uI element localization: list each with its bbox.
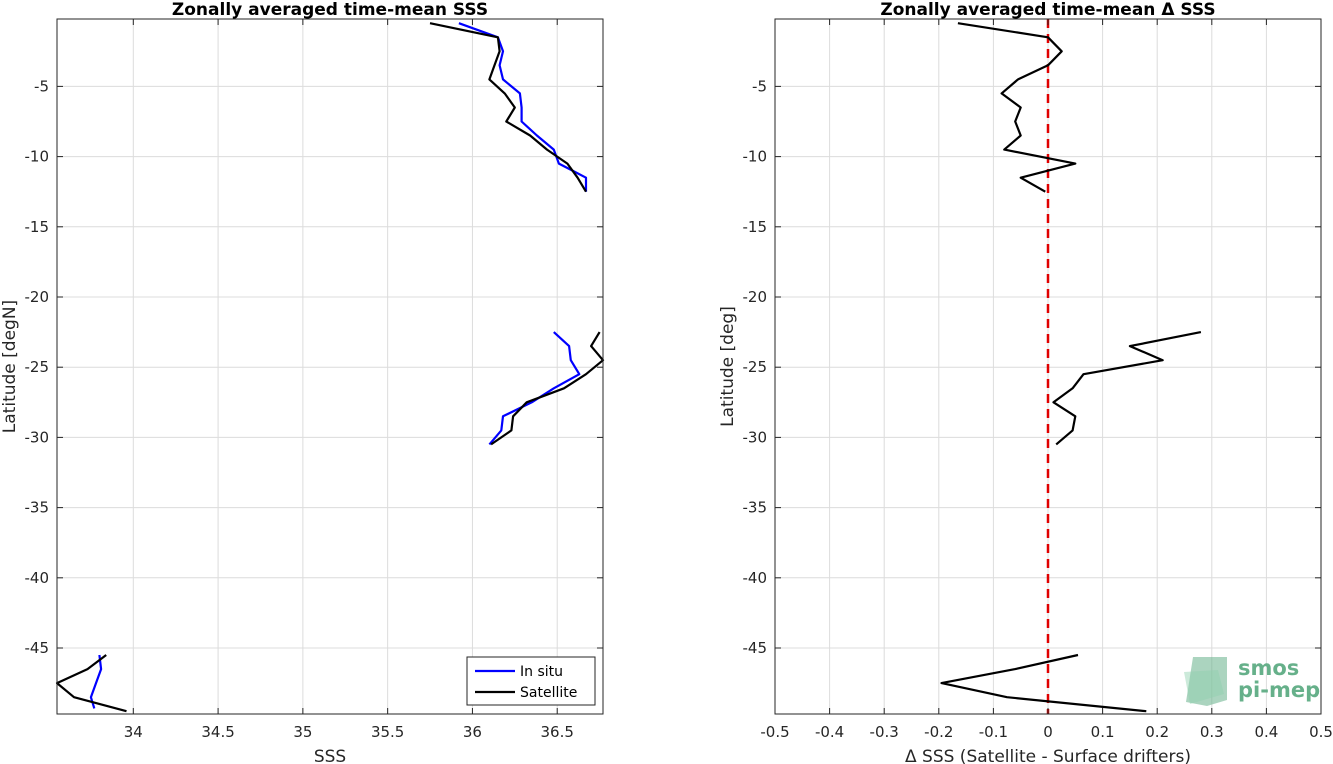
y-tick-label: -30	[25, 428, 50, 446]
x-tick-label: 36	[463, 723, 482, 741]
x-tick-label: 0	[1043, 723, 1053, 741]
y-tick-label: -40	[25, 569, 50, 587]
y-tick-label: -35	[743, 499, 768, 517]
series-line-in-situ	[458, 22, 588, 192]
logo-mark-shade	[1184, 670, 1224, 704]
y-tick-label: -15	[743, 218, 768, 236]
x-tick-label: 0.3	[1200, 723, 1224, 741]
y-tick-label: -45	[25, 639, 50, 657]
logo-mark	[1186, 657, 1227, 706]
left-chart-sss: 34 34.5 35 35.5 36 36.5 -5 -10 -15 -20 -25 -30 -35 -4…	[0, 0, 605, 764]
series-line-satellite	[429, 22, 587, 193]
y-tick-label: -35	[25, 499, 50, 517]
y-tick-label: -20	[25, 288, 50, 306]
x-tick-label: 34.5	[201, 723, 234, 741]
smos-pi-mep-logo: smos pi-mep	[1184, 656, 1320, 706]
legend-label-in-situ: In situ	[520, 664, 563, 680]
x-axis-label: Δ SSS (Satellite - Surface drifters)	[905, 747, 1191, 764]
x-tick-label: 0.1	[1091, 723, 1115, 741]
series-line-delta-sss	[957, 22, 1077, 193]
x-tick-label: 34	[124, 723, 143, 741]
logo-text-line1: smos	[1238, 656, 1299, 680]
x-tick-label: 0.5	[1309, 723, 1333, 741]
series-line-satellite	[55, 654, 127, 713]
y-tick-label: -25	[743, 358, 768, 376]
x-tick-label: 35.5	[371, 723, 404, 741]
y-tick-label: -5	[34, 77, 49, 95]
series-line-satellite	[490, 331, 605, 446]
y-axis-label: Latitude [deg]	[718, 306, 738, 427]
x-tick-label: 36.5	[541, 723, 574, 741]
y-tick-label: -10	[25, 148, 50, 166]
y-tick-label: -25	[25, 358, 50, 376]
y-tick-label: -10	[743, 148, 768, 166]
chart-title: Zonally averaged time-mean SSS	[172, 0, 488, 20]
logo-text-line2: pi-mep	[1238, 678, 1320, 702]
legend: In situ Satellite	[466, 656, 596, 706]
x-tick-label: -0.5	[760, 723, 789, 741]
y-tick-label: -15	[25, 218, 50, 236]
series-line-in-situ	[488, 331, 581, 446]
y-axis-label: Latitude [degN]	[0, 300, 20, 433]
right-chart-delta-sss: -0.5 -0.4 -0.3 -0.2 -0.1 0 0.1 0.2 0.3 0.4 0.5 -5 -1…	[718, 0, 1333, 764]
y-tick-label: -5	[752, 77, 767, 95]
x-tick-label: 0.2	[1145, 723, 1169, 741]
y-tick-label: -45	[743, 639, 768, 657]
y-tick-label: -40	[743, 569, 768, 587]
legend-label-satellite: Satellite	[520, 685, 577, 701]
legend-box	[466, 656, 596, 706]
series-line-delta-sss	[1052, 331, 1202, 446]
x-tick-label: -0.3	[870, 723, 899, 741]
y-tick-label: -20	[743, 288, 768, 306]
chart-title: Zonally averaged time-mean Δ SSS	[880, 0, 1215, 20]
series-line-delta-sss	[940, 653, 1147, 713]
x-tick-label: 35	[293, 723, 312, 741]
axes-box	[56, 18, 604, 715]
x-tick-label: -0.2	[924, 723, 953, 741]
x-axis-label: SSS	[314, 747, 346, 764]
x-tick-label: 0.4	[1254, 723, 1278, 741]
x-tick-label: -0.4	[815, 723, 844, 741]
x-tick-label: -0.1	[979, 723, 1008, 741]
y-tick-label: -30	[743, 428, 768, 446]
